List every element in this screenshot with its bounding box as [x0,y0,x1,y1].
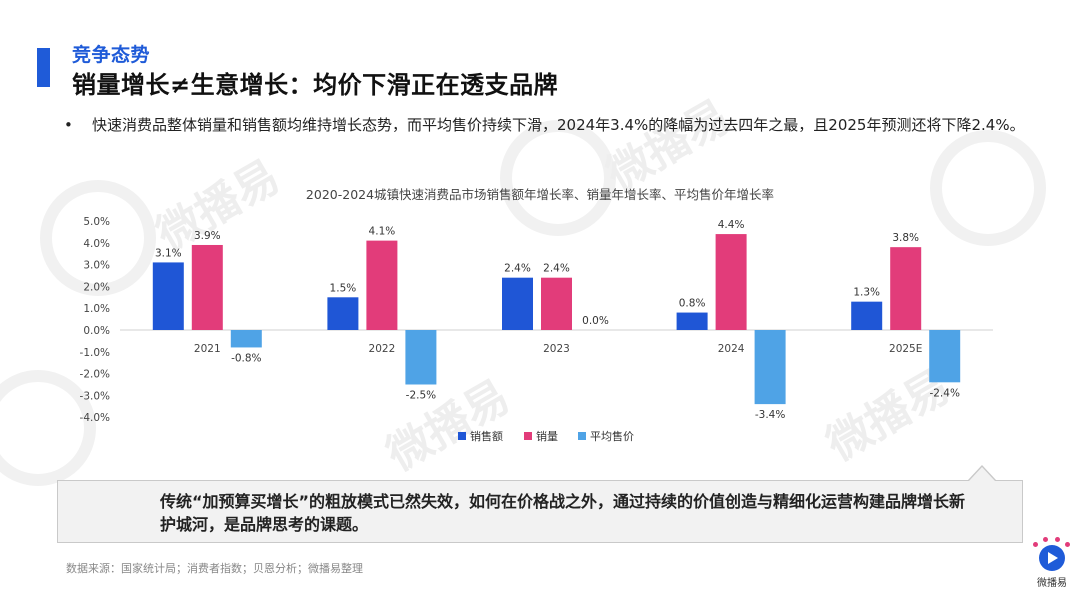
data-label: 0.8% [679,298,706,310]
category-label: 2025E [889,343,922,355]
legend-swatch [578,432,586,440]
bar [230,330,262,348]
bar [890,247,922,330]
y-tick-label: -1.0% [80,347,110,359]
bullet-point: • 快速消费品整体销量和销售额均维持增长态势，而平均售价持续下滑，2024年3.… [60,114,1040,136]
chart-title: 2020-2024城镇快速消费品市场销售额年增长率、销量年增长率、平均售价年增长… [306,187,774,202]
title-accent-bar [37,48,50,87]
data-label: 0.0% [582,315,609,327]
data-label: -2.4% [929,387,959,399]
bar [327,297,359,330]
bar [851,301,883,330]
bar [715,234,747,330]
callout-text: 传统“加预算买增长”的粗放模式已然失效，如何在价格战之外，通过持续的价值创造与精… [160,492,966,534]
category-label: 2021 [194,343,221,355]
bar [502,277,533,330]
y-tick-label: -4.0% [80,412,110,424]
y-tick-label: -3.0% [80,390,110,402]
data-source-note: 数据来源：国家统计局；消费者指数；贝恩分析；微播易整理 [66,562,363,575]
category-label: 2024 [718,343,745,355]
y-tick-label: 1.0% [83,303,110,315]
callout-notch-fill [969,467,995,481]
y-tick-label: 4.0% [83,238,110,250]
growth-bar-chart: 2020-2024城镇快速消费品市场销售额年增长率、销量年增长率、平均售价年增长… [80,187,993,443]
category-label: 2023 [543,343,570,355]
y-tick-label: 2.0% [83,281,110,293]
bar [541,277,572,330]
bar [676,312,708,330]
y-axis: 5.0% 4.0% 3.0% 2.0% 1.0% 0.0% -1.0% -2.0% -3.0% -… [80,216,110,424]
data-label: -2.5% [406,390,436,402]
data-label: 1.3% [853,287,880,299]
bullet-text: 快速消费品整体销量和销售额均维持增长态势，而平均售价持续下滑，2024年3.4%… [92,116,1025,134]
legend-label: 销售额 [470,429,503,443]
y-tick-label: 0.0% [83,325,110,337]
bar [929,330,961,383]
y-tick-label: 3.0% [83,260,110,272]
bars-group: 3.1% 3.9% -0.8% 2021 1.5% 4.1% -2.5% 2022 2.4% 2.… [152,219,961,421]
category-label: 2022 [369,343,396,355]
brand-label: 微播易 [1037,578,1067,589]
data-label: -3.4% [755,409,785,421]
data-label: -0.8% [231,352,261,364]
data-label: 2.4% [504,263,531,275]
legend-swatch [524,432,532,440]
bar [405,330,437,385]
y-tick-label: 5.0% [83,216,110,228]
y-tick-label: -2.0% [80,369,110,381]
page-title: 销量增长≠生意增长：均价下滑正在透支品牌 [72,71,559,99]
data-label: 4.1% [369,226,396,238]
data-label: 3.1% [155,247,182,259]
brand-logo: 微播易 [1030,537,1074,589]
data-label: 2.4% [543,263,570,275]
bar [754,330,786,405]
callout-box [57,480,1023,543]
bar [152,262,184,330]
bar [191,244,223,330]
bar [366,240,398,330]
chart-legend: 销售额 销量 平均售价 [458,429,634,443]
legend-label: 平均售价 [590,429,634,443]
legend-swatch [458,432,466,440]
data-label: 4.4% [718,219,745,231]
data-label: 3.9% [194,230,221,242]
data-label: 3.8% [892,232,919,244]
data-label: 1.5% [330,282,357,294]
bullet-marker: • [64,116,73,134]
legend-label: 销量 [536,429,558,443]
play-logo-icon [1033,537,1070,571]
section-kicker: 竞争态势 [72,44,151,66]
